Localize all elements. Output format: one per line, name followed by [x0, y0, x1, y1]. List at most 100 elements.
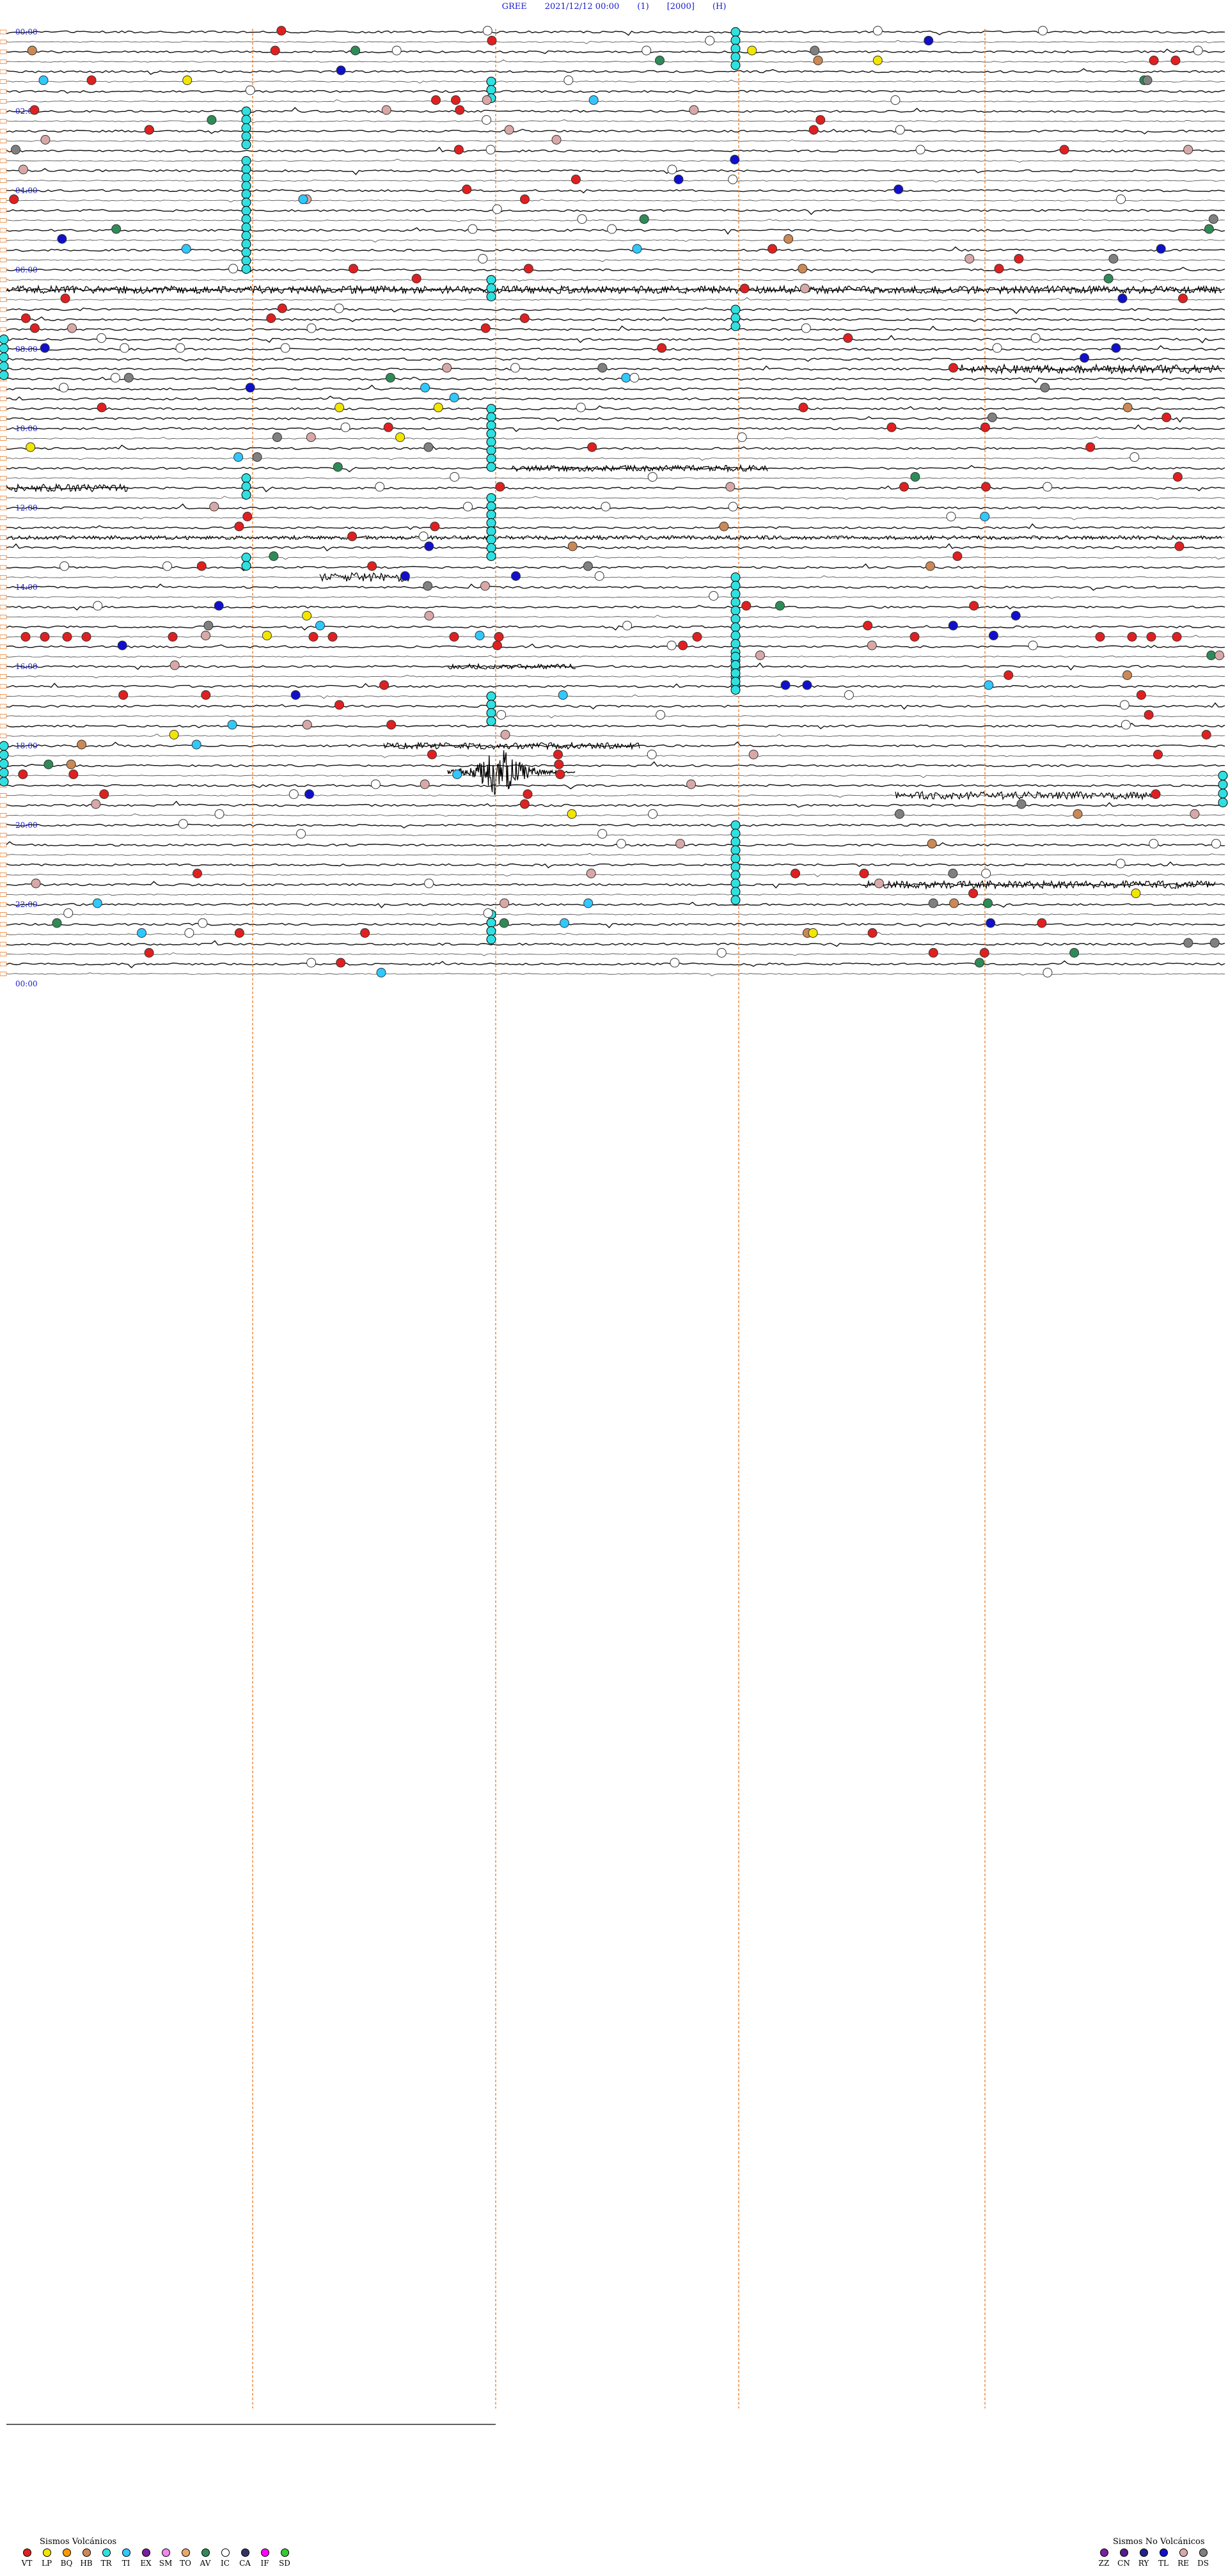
event-marker-tl	[802, 680, 812, 690]
tr-marker	[730, 677, 741, 686]
event-marker-vt	[336, 958, 346, 968]
line-tick	[0, 892, 7, 897]
event-marker-tl	[986, 918, 996, 928]
seismic-trace	[6, 952, 1225, 956]
seismic-trace	[6, 365, 1225, 371]
line-tick	[0, 862, 7, 867]
seismic-trace	[6, 129, 1225, 135]
event-marker-tl	[673, 175, 684, 184]
event-marker-av	[499, 918, 509, 928]
event-marker-vt	[952, 551, 963, 561]
event-marker-vt	[68, 770, 79, 779]
event-marker-re	[551, 135, 562, 145]
event-marker-ti	[984, 680, 994, 690]
nonvolcanic-legend-code: RE	[1177, 2559, 1189, 2568]
tr-marker	[730, 597, 741, 607]
event-marker-vt	[97, 402, 107, 413]
event-marker-re	[500, 730, 510, 739]
line-tick	[0, 436, 7, 441]
event-marker-re	[867, 640, 877, 651]
tr-marker	[241, 231, 251, 241]
event-marker-vt	[349, 264, 358, 274]
tr-marker	[486, 77, 496, 86]
event-marker-vt	[523, 789, 533, 799]
line-tick	[0, 853, 7, 857]
hour-label: 20:00	[15, 821, 38, 830]
line-tick	[0, 40, 7, 44]
event-marker-vt	[1127, 632, 1137, 642]
line-tick	[0, 635, 7, 639]
event-marker-hb	[567, 541, 578, 551]
event-marker-av	[983, 898, 993, 908]
line-tick	[0, 525, 7, 530]
event-marker-ic	[728, 502, 738, 512]
tr-marker	[486, 437, 496, 447]
event-marker-re	[800, 283, 810, 294]
tr-marker	[0, 759, 9, 769]
seismic-trace	[6, 893, 1225, 896]
tremor-burst	[319, 572, 410, 583]
event-marker-hb	[783, 234, 794, 244]
event-marker-tl	[511, 571, 521, 581]
event-marker-ds	[928, 898, 938, 908]
event-marker-vt	[571, 175, 581, 184]
tr-marker	[730, 870, 741, 880]
event-marker-ds	[948, 869, 958, 878]
tr-marker	[0, 361, 9, 371]
seismic-trace	[6, 960, 1225, 968]
seismic-trace	[6, 794, 1225, 798]
event-marker-ds	[810, 45, 820, 56]
seismic-trace	[6, 59, 1225, 63]
hour-label: 12:00	[15, 503, 38, 512]
seismic-trace	[6, 761, 1225, 768]
event-marker-vt	[1201, 730, 1211, 739]
tr-marker	[0, 370, 9, 380]
seismic-trace	[6, 357, 1225, 362]
event-marker-re	[755, 651, 765, 660]
event-marker-vt	[367, 561, 377, 571]
event-marker-ic	[616, 839, 626, 849]
event-marker-re	[31, 878, 41, 889]
seismic-trace	[6, 209, 1225, 216]
event-marker-vt	[411, 274, 421, 283]
hour-label: 16:00	[15, 662, 38, 671]
event-marker-vt	[1178, 294, 1188, 303]
event-marker-vt	[949, 363, 958, 373]
event-marker-re	[209, 502, 219, 512]
event-marker-re	[420, 779, 430, 789]
event-marker-vt	[193, 869, 202, 878]
volcanic-legend-code: BQ	[60, 2559, 73, 2568]
line-tick	[0, 119, 7, 123]
seismic-trace	[6, 523, 1225, 530]
seismic-trace	[6, 246, 1225, 252]
tr-marker	[486, 445, 496, 455]
tremor-burst	[6, 284, 1222, 295]
tr-marker	[241, 131, 251, 141]
event-marker-vt	[815, 115, 826, 125]
tr-marker	[241, 189, 251, 199]
event-marker-hb	[719, 521, 729, 532]
tr-marker	[730, 820, 741, 830]
event-marker-ds	[423, 442, 434, 452]
event-marker-ic	[667, 164, 677, 175]
tr-marker	[0, 750, 9, 760]
event-marker-ic	[340, 422, 350, 432]
seismic-trace	[6, 457, 1225, 461]
event-marker-vt	[1161, 413, 1172, 422]
event-marker-vt	[1144, 710, 1154, 720]
tr-marker	[241, 106, 251, 116]
volcanic-legend-sm: SM	[157, 2548, 175, 2568]
event-marker-ic	[647, 750, 657, 759]
seismic-trace	[6, 596, 1225, 599]
event-marker-vt	[196, 561, 207, 571]
event-marker-hb	[66, 759, 76, 770]
event-marker-av	[1069, 948, 1080, 958]
seismic-trace	[6, 99, 1225, 102]
event-marker-ic	[97, 333, 107, 343]
line-tick	[0, 29, 7, 35]
tr-marker	[241, 490, 251, 500]
event-marker-tl	[730, 155, 740, 164]
event-marker-vt	[994, 264, 1004, 274]
event-marker-ic	[709, 591, 719, 601]
event-marker-vt	[234, 928, 244, 938]
